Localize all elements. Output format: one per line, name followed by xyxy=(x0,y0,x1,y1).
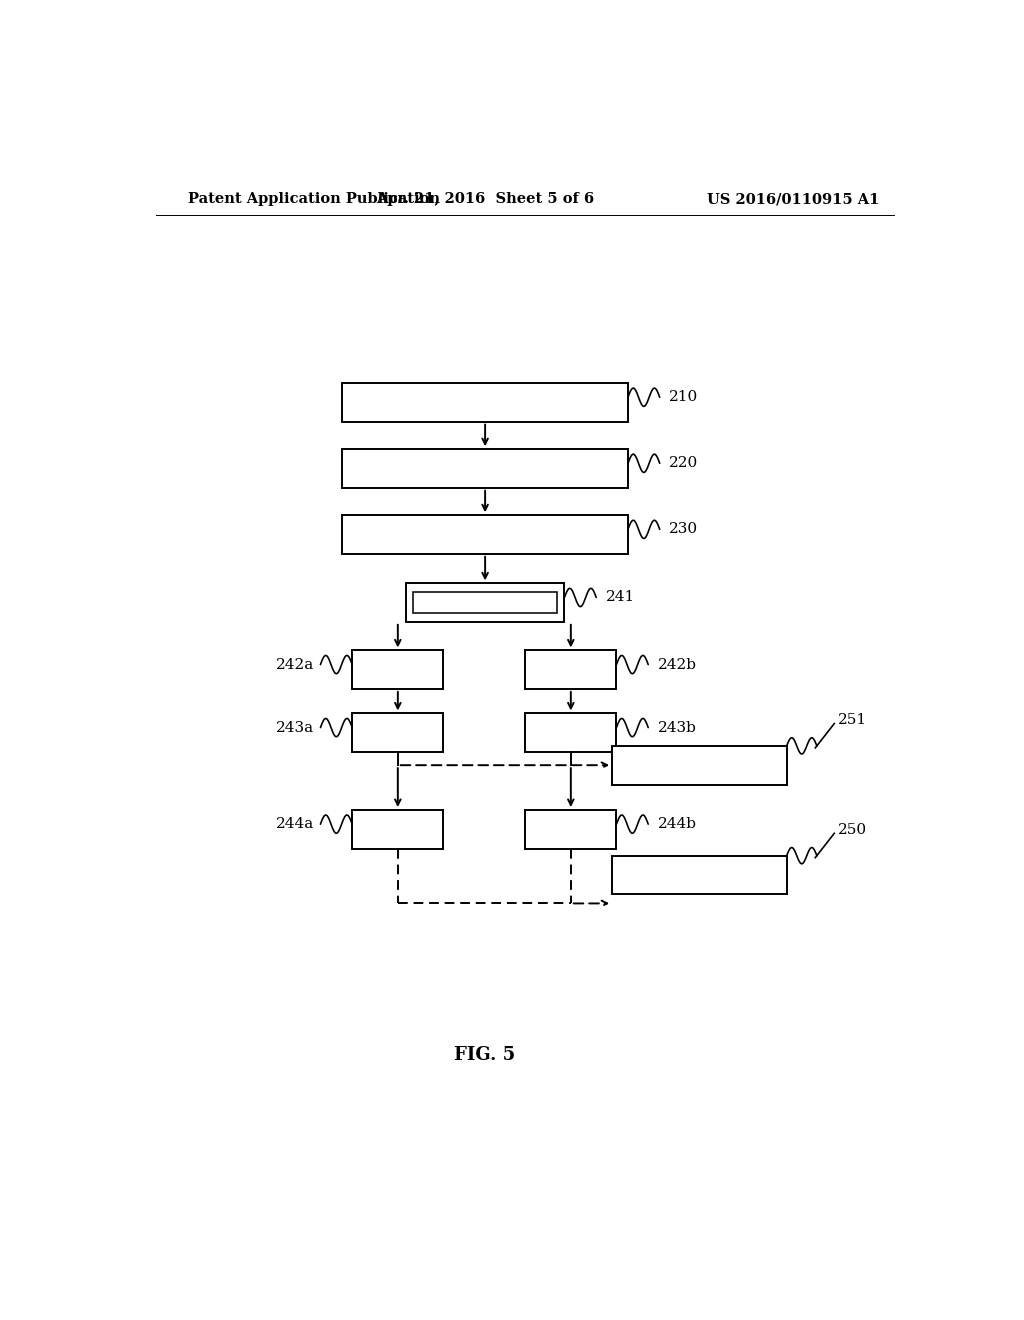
Text: Apr. 21, 2016  Sheet 5 of 6: Apr. 21, 2016 Sheet 5 of 6 xyxy=(376,191,594,206)
Bar xyxy=(352,713,443,752)
Bar xyxy=(352,651,443,689)
Text: FIG. 5: FIG. 5 xyxy=(455,1045,516,1064)
Bar xyxy=(612,855,786,894)
Bar xyxy=(342,383,628,421)
Bar xyxy=(342,449,628,487)
Bar xyxy=(612,746,786,784)
Text: 251: 251 xyxy=(839,714,867,727)
Text: 244b: 244b xyxy=(657,817,696,832)
Text: 241: 241 xyxy=(606,590,635,605)
Text: 242a: 242a xyxy=(275,657,314,672)
Bar xyxy=(406,583,564,622)
Bar xyxy=(352,810,443,849)
Text: 242b: 242b xyxy=(657,657,696,672)
Text: 243b: 243b xyxy=(657,721,696,735)
Text: 244a: 244a xyxy=(275,817,314,832)
Text: 230: 230 xyxy=(670,523,698,536)
Bar xyxy=(525,810,616,849)
Text: 250: 250 xyxy=(839,824,867,837)
Text: US 2016/0110915 A1: US 2016/0110915 A1 xyxy=(707,191,880,206)
Bar xyxy=(342,515,628,554)
Bar xyxy=(413,593,557,612)
Text: 210: 210 xyxy=(670,391,698,404)
Text: 220: 220 xyxy=(670,457,698,470)
Bar xyxy=(525,651,616,689)
Text: Patent Application Publication: Patent Application Publication xyxy=(187,191,439,206)
Bar xyxy=(525,713,616,752)
Text: 243a: 243a xyxy=(276,721,314,735)
